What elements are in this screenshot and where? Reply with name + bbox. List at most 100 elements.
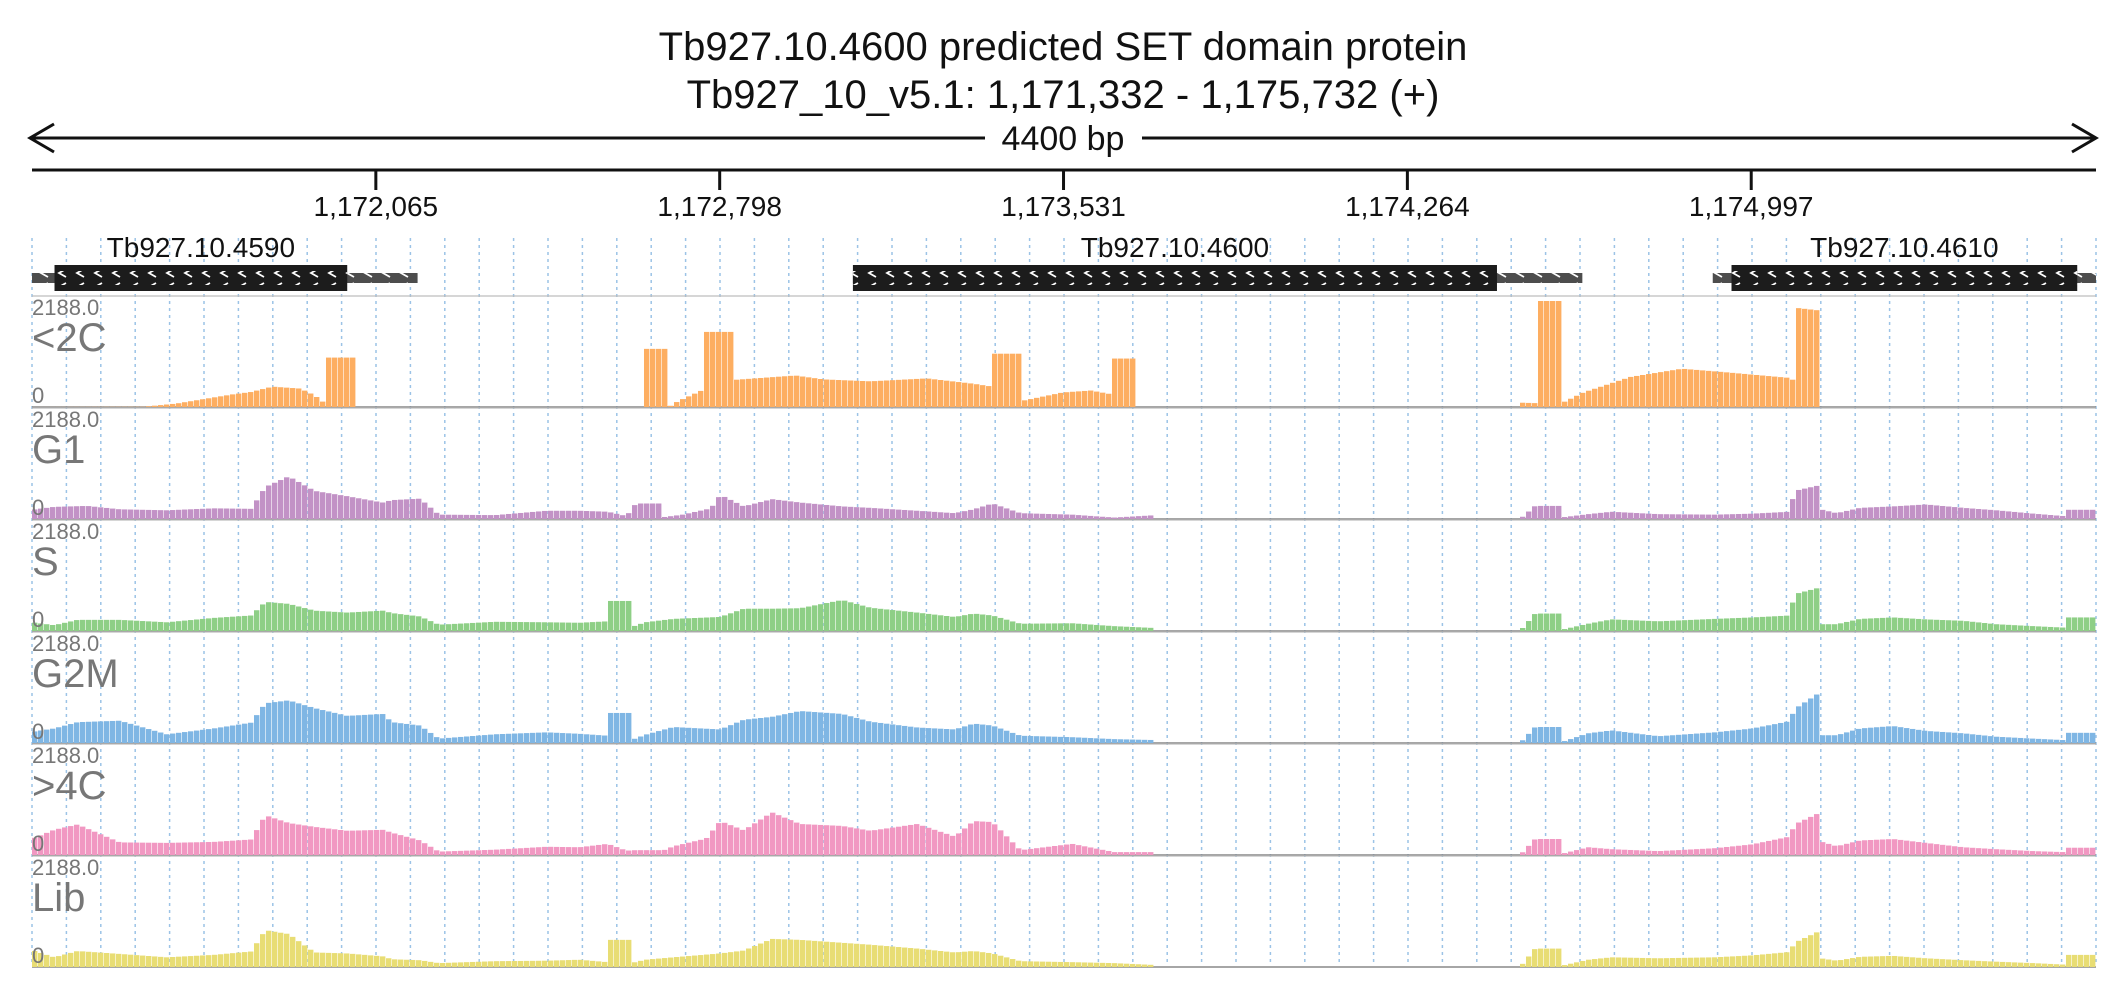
coverage-bar [1544,948,1550,967]
coverage-bar [1148,627,1154,631]
gene-model[interactable]: Tb927.10.4600 [852,232,1583,291]
coverage-bar [1136,739,1142,743]
coverage-bar [458,514,464,519]
coverage-bar [974,951,980,967]
coverage-bar [992,726,998,743]
coverage-bar [524,960,530,967]
coverage-bar [1814,694,1820,743]
coverage-bar [1028,513,1034,519]
coverage-bar [1646,958,1652,967]
coverage-bar [1712,371,1718,407]
coverage-bar [830,601,836,631]
coverage-bar [92,952,98,967]
coverage-bar [1004,619,1010,631]
coverage-bar [1652,513,1658,519]
coverage-bar [506,621,512,631]
gene-model[interactable]: Tb927.10.4590 [32,232,418,291]
coverage-bar [1094,624,1100,631]
coverage-bar [1142,515,1148,519]
coverage-bar [1652,850,1658,855]
coverage-bar [788,375,794,407]
coverage-bar [2006,849,2012,855]
coverage-bar [140,727,146,743]
coverage-bar [404,959,410,967]
coverage-bar [806,377,812,407]
coverage-track: 2188.00>4C [32,743,2096,856]
coverage-bar [50,507,56,519]
coverage-bar [1994,510,2000,519]
coverage-bar [1562,965,1568,967]
coverage-bar [1928,619,1934,631]
coverage-bar [146,406,152,407]
coverage-bar [194,400,200,407]
coverage-bar [1682,514,1688,519]
coverage-bar [788,712,794,743]
coverage-bar [236,952,242,967]
coverage-bar [1598,731,1604,743]
coverage-bar [1568,627,1574,631]
coverage-bar [1580,848,1586,855]
coverage-bar [620,600,626,631]
coverage-bar [584,846,590,855]
coverage-bar [1556,839,1562,855]
coverage-bar [722,727,728,743]
coverage-bar [326,711,332,743]
coverage-bar [128,954,134,967]
coverage-bar [1544,613,1550,631]
coverage-bar [644,734,650,743]
coverage-bar [476,850,482,855]
coverage-bar [1142,739,1148,743]
coverage-bar [164,734,170,743]
coverage-bar [1814,814,1820,855]
coverage-bar [782,500,788,519]
coverage-bar [158,956,164,967]
coverage-bar [182,402,188,407]
coverage-bar [1130,626,1136,631]
coverage-bar [1052,736,1058,743]
gene-model[interactable]: Tb927.10.4610 [1712,232,2096,291]
coverage-bar [1040,736,1046,743]
coverage-bar [1886,617,1892,631]
coverage-bar [1076,737,1082,743]
coverage-bar [584,960,590,967]
coverage-bar [902,379,908,407]
coverage-bar [1904,728,1910,743]
coverage-bar [1088,390,1094,407]
coverage-bar [746,505,752,519]
coverage-bar [650,850,656,855]
coverage-bar [968,951,974,967]
coverage-bar [1136,964,1142,967]
coverage-bar [908,611,914,631]
coverage-bar [1706,732,1712,743]
coverage-bar [644,348,650,407]
coverage-bar [1088,515,1094,519]
coverage-bar [236,840,242,855]
coverage-bar [1958,846,1964,855]
coverage-bar [1526,733,1532,743]
coverage-bar [212,397,218,407]
coverage-bar [1634,620,1640,631]
coverage-bar [146,509,152,519]
coverage-bar [1730,956,1736,967]
coverage-bar [968,509,974,519]
coverage-bar [1964,508,1970,519]
coverage-bar [1622,512,1628,519]
coverage-bar [752,608,758,631]
coverage-bar [542,510,548,519]
coverage-bar [686,513,692,519]
track-label: <2C [32,316,107,360]
coverage-bar [2084,617,2090,631]
coverage-bar [1550,839,1556,855]
coverage-bar [980,821,986,855]
coverage-bar [404,614,410,631]
coverage-bar [758,608,764,631]
coverage-bar [74,951,80,967]
coverage-bar [1742,513,1748,519]
coverage-bar [506,513,512,519]
coverage-bar [1982,623,1988,631]
coverage-bar [1148,515,1154,519]
coverage-bar [602,621,608,631]
coverage-bar [866,607,872,631]
coverage-bar [1526,511,1532,519]
coverage-bar [344,357,350,407]
